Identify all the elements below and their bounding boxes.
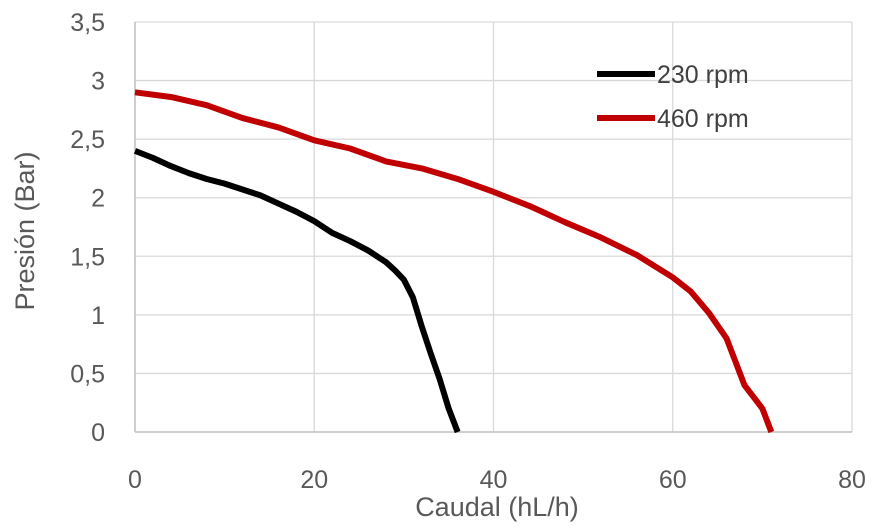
axis-lines	[134, 22, 852, 433]
y-tick-label: 0,5	[70, 360, 105, 388]
legend-label-1: 230 rpm	[657, 61, 749, 89]
legend: 230 rpm 460 rpm	[597, 61, 749, 133]
y-tick-label: 1	[91, 302, 105, 330]
series-layer	[133, 89, 775, 434]
y-tick-label: 3	[91, 68, 105, 96]
tick-labels: 0 0,5 1 1,5 2 2,5 3 3,5 0 20 40 60 80	[70, 9, 866, 494]
x-tick-label: 40	[480, 466, 508, 494]
x-tick-label: 0	[128, 466, 142, 494]
x-tick-label: 20	[300, 466, 328, 494]
x-tick-label: 80	[838, 466, 866, 494]
x-tick-label: 60	[659, 466, 687, 494]
y-axis-title: Presión (Bar)	[10, 151, 40, 310]
series-line-2	[134, 89, 775, 434]
y-tick-label: 2,5	[70, 126, 105, 154]
y-tick-label: 0	[91, 419, 105, 447]
y-tick-label: 2	[91, 185, 105, 213]
x-axis-title: Caudal (hL/h)	[415, 492, 579, 522]
grid-lines	[135, 21, 853, 432]
y-tick-label: 3,5	[70, 9, 105, 37]
series-line-1	[133, 148, 461, 434]
legend-label-2: 460 rpm	[657, 105, 749, 133]
y-tick-label: 1,5	[70, 243, 105, 271]
